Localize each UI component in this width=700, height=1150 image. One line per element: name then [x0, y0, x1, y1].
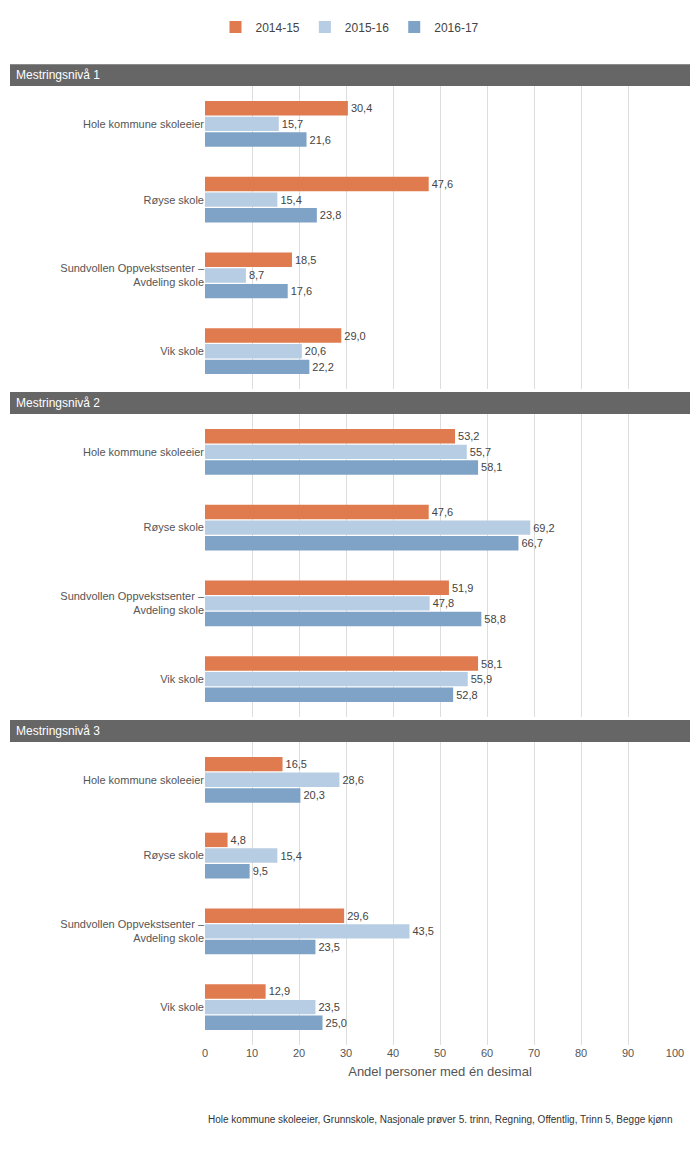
- svg-text:2014-15: 2014-15: [256, 21, 300, 35]
- svg-text:55,7: 55,7: [470, 446, 491, 458]
- svg-text:70: 70: [528, 1047, 540, 1059]
- svg-text:Røyse skole: Røyse skole: [143, 849, 204, 861]
- svg-text:58,8: 58,8: [484, 613, 505, 625]
- svg-text:18,5: 18,5: [295, 254, 316, 266]
- svg-text:9,5: 9,5: [253, 865, 268, 877]
- svg-text:29,0: 29,0: [344, 330, 365, 342]
- svg-text:47,6: 47,6: [432, 506, 453, 518]
- svg-text:80: 80: [575, 1047, 587, 1059]
- svg-text:12,9: 12,9: [269, 985, 290, 997]
- svg-text:60: 60: [481, 1047, 493, 1059]
- svg-text:0: 0: [202, 1047, 208, 1059]
- svg-text:53,2: 53,2: [458, 430, 479, 442]
- svg-text:Hole kommune skoleeier: Hole kommune skoleeier: [83, 774, 204, 786]
- svg-text:Røyse skole: Røyse skole: [143, 521, 204, 533]
- svg-text:2015-16: 2015-16: [345, 21, 389, 35]
- svg-text:15,4: 15,4: [280, 850, 301, 862]
- svg-text:Vik skole: Vik skole: [160, 1001, 204, 1013]
- svg-text:22,2: 22,2: [312, 361, 333, 373]
- svg-text:25,0: 25,0: [326, 1017, 347, 1029]
- svg-text:90: 90: [622, 1047, 634, 1059]
- svg-text:21,6: 21,6: [310, 134, 331, 146]
- svg-text:69,2: 69,2: [533, 522, 554, 534]
- svg-text:17,6: 17,6: [291, 285, 312, 297]
- svg-text:15,7: 15,7: [282, 118, 303, 130]
- svg-text:28,6: 28,6: [342, 774, 363, 786]
- svg-text:55,9: 55,9: [471, 673, 492, 685]
- svg-text:Mestringsnivå 3: Mestringsnivå 3: [16, 724, 100, 738]
- svg-text:Hole kommune skoleeier: Hole kommune skoleeier: [83, 118, 204, 130]
- svg-text:Sundvollen Oppvekstsenter –Avd: Sundvollen Oppvekstsenter –Avdeling skol…: [60, 918, 205, 944]
- svg-text:47,6: 47,6: [432, 178, 453, 190]
- svg-text:23,8: 23,8: [320, 209, 341, 221]
- svg-text:23,5: 23,5: [318, 1001, 339, 1013]
- svg-text:66,7: 66,7: [521, 537, 542, 549]
- svg-text:4,8: 4,8: [231, 834, 246, 846]
- svg-text:Hole kommune skoleeier, Grunns: Hole kommune skoleeier, Grunnskole, Nasj…: [208, 1114, 673, 1125]
- svg-text:Vik skole: Vik skole: [160, 345, 204, 357]
- svg-text:43,5: 43,5: [412, 925, 433, 937]
- svg-text:58,1: 58,1: [481, 461, 502, 473]
- svg-text:Mestringsnivå 2: Mestringsnivå 2: [16, 396, 100, 410]
- svg-text:8,7: 8,7: [249, 269, 264, 281]
- svg-text:51,9: 51,9: [452, 582, 473, 594]
- svg-text:Sundvollen Oppvekstsenter –Avd: Sundvollen Oppvekstsenter –Avdeling skol…: [60, 262, 205, 288]
- svg-text:47,8: 47,8: [433, 597, 454, 609]
- svg-text:58,1: 58,1: [481, 658, 502, 670]
- svg-text:100: 100: [666, 1047, 684, 1059]
- svg-text:15,4: 15,4: [280, 194, 301, 206]
- svg-text:52,8: 52,8: [456, 689, 477, 701]
- svg-text:2016-17: 2016-17: [434, 21, 478, 35]
- svg-text:30: 30: [340, 1047, 352, 1059]
- svg-text:20,6: 20,6: [305, 345, 326, 357]
- svg-text:10: 10: [246, 1047, 258, 1059]
- svg-text:29,6: 29,6: [347, 910, 368, 922]
- svg-text:Hole kommune skoleeier: Hole kommune skoleeier: [83, 446, 204, 458]
- svg-text:Røyse skole: Røyse skole: [143, 194, 204, 206]
- svg-text:Vik skole: Vik skole: [160, 673, 204, 685]
- svg-text:40: 40: [387, 1047, 399, 1059]
- svg-text:20,3: 20,3: [303, 789, 324, 801]
- svg-text:50: 50: [434, 1047, 446, 1059]
- svg-text:Sundvollen Oppvekstsenter –Avd: Sundvollen Oppvekstsenter –Avdeling skol…: [60, 590, 205, 616]
- svg-text:16,5: 16,5: [286, 758, 307, 770]
- svg-text:Andel personer med én desimal: Andel personer med én desimal: [348, 1064, 532, 1079]
- svg-text:Mestringsnivå 1: Mestringsnivå 1: [16, 68, 100, 82]
- svg-text:23,5: 23,5: [318, 941, 339, 953]
- svg-text:20: 20: [293, 1047, 305, 1059]
- svg-text:30,4: 30,4: [351, 102, 372, 114]
